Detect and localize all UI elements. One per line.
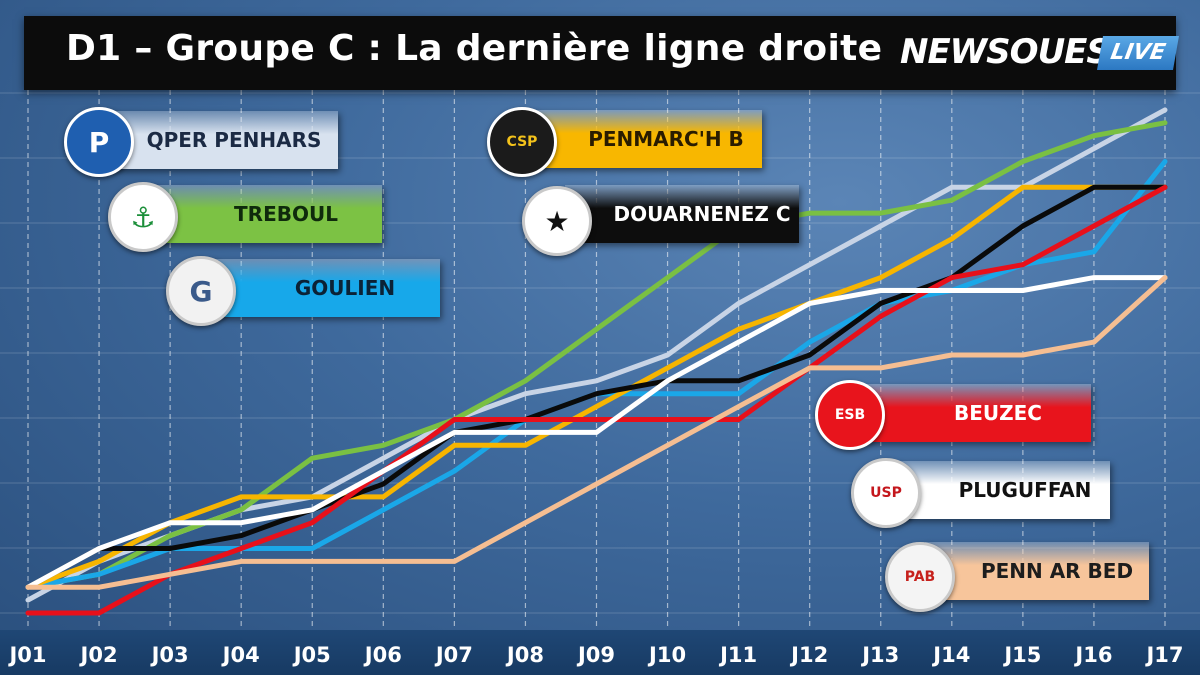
series-line-beuzec [25,184,1168,616]
series-lines [25,107,1168,616]
team-name: GOULIEN [294,276,396,300]
team-name: DOUARNENEZ C [613,202,791,226]
team-label-qper-penhars: QPER PENHARS [90,111,338,169]
team-label-treboul: TREBOUL [150,185,382,243]
club-logo-icon-penn-ar-bed: PAB [885,542,955,612]
series-line-penn-ar-bed [25,275,1168,590]
team-label-goulien: GOULIEN [210,259,440,317]
team-name: BEUZEC [954,401,1042,425]
club-logo-icon-penmarc-h-b: CSP [487,107,557,177]
team-name: QPER PENHARS [146,128,322,152]
series-line-douarnenez-c [25,184,1168,590]
club-logo-icon-goulien: G [166,256,236,326]
team-name: PENMARC'H B [588,127,744,151]
series-line-treboul [25,120,1168,590]
series-line-pluguffan [25,275,1168,590]
team-label-beuzec: BEUZEC [865,384,1091,442]
brand-name: NEWSOUEST [900,32,1133,72]
club-logo-icon-douarnenez-c: ★ [522,186,592,256]
club-logo-icon-pluguffan: USP [851,458,921,528]
team-name: PLUGUFFAN [958,478,1092,502]
team-name: TREBOUL [234,202,338,226]
x-axis-band [0,630,1200,675]
brand-live-badge: LIVE [1097,36,1179,70]
club-logo-icon-qper-penhars: P [64,107,134,177]
team-name: PENN AR BED [980,559,1134,583]
club-logo-icon-beuzec: ESB [815,380,885,450]
team-label-douarnenez-c: DOUARNENEZ C [565,185,799,243]
series-line-penmarc-h-b [25,184,1168,590]
chart-title: D1 – Groupe C : La dernière ligne droite [66,28,883,69]
team-label-penmarc-h-b: PENMARC'H B [530,110,762,168]
team-label-pluguffan: PLUGUFFAN [900,461,1110,519]
club-logo-icon-treboul: ⚓ [108,182,178,252]
team-label-penn-ar-bed: PENN AR BED [925,542,1149,600]
title-bar: D1 – Groupe C : La dernière ligne droite… [24,16,1179,90]
